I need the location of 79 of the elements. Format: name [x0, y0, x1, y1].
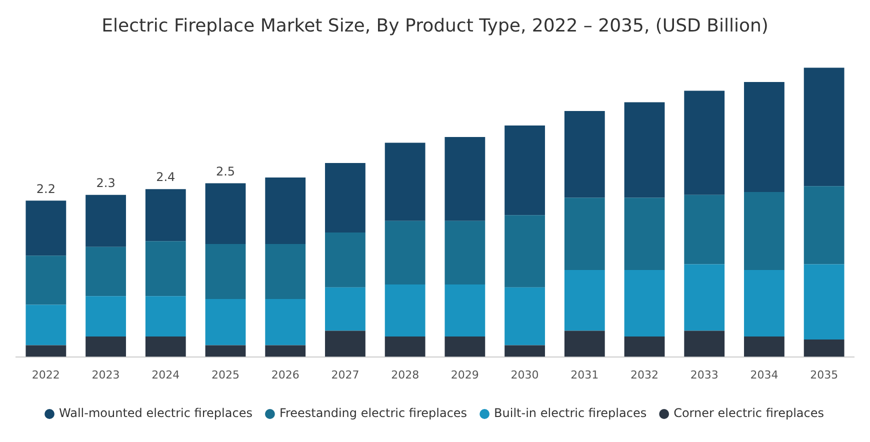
x-tick-label: 2031: [570, 368, 599, 382]
bar: [265, 177, 306, 244]
x-tick-label: 2024: [152, 368, 180, 382]
bar: [444, 220, 486, 284]
bar: [684, 194, 725, 264]
bar: [444, 137, 486, 221]
bar: [26, 200, 66, 256]
bar: [265, 244, 306, 299]
bar: [624, 336, 665, 357]
bar: [86, 194, 126, 247]
legend-label: Wall-mounted electric fireplaces: [59, 406, 252, 420]
x-tick-label: 2025: [212, 368, 240, 382]
bar: [444, 336, 486, 357]
bar: [384, 284, 426, 337]
bar: [804, 339, 844, 357]
x-tick-label: 2034: [750, 368, 778, 382]
bar: [624, 198, 665, 270]
x-tick-label: 2022: [32, 368, 60, 382]
bar: [86, 296, 126, 337]
bar: [744, 192, 784, 270]
bar: [564, 110, 605, 198]
bar: [205, 345, 246, 357]
bar: [564, 330, 605, 357]
chart-title: Electric Fireplace Market Size, By Product Type, 2022 – 2035, (USD Billion): [102, 15, 768, 36]
bar: [205, 183, 246, 244]
legend-label: Built-in electric fireplaces: [494, 406, 647, 420]
bar: [684, 330, 725, 357]
bar: [26, 345, 66, 357]
bar: [564, 270, 605, 331]
bar: [86, 336, 126, 357]
bar: [744, 82, 784, 192]
bar: [744, 270, 784, 337]
bar: [684, 90, 725, 195]
bar: [804, 68, 844, 186]
bar: [145, 296, 186, 337]
x-tick-label: 2026: [271, 368, 300, 382]
x-tick-label: 2028: [391, 368, 420, 382]
bar: [205, 298, 246, 346]
bar: [624, 102, 665, 198]
bar: [265, 298, 306, 346]
legend-label: Corner electric fireplaces: [674, 406, 824, 420]
legend-label: Freestanding electric fireplaces: [279, 406, 468, 420]
annotation: 2.4: [156, 170, 176, 184]
bar: [384, 142, 426, 221]
bar: [624, 270, 665, 337]
bar: [804, 264, 844, 340]
bar: [804, 186, 844, 264]
x-tick-label: 2029: [450, 368, 479, 382]
x-tick-label: 2030: [510, 368, 539, 382]
x-tick-label: 2027: [331, 368, 360, 382]
bar: [145, 336, 186, 357]
bar: [86, 246, 126, 296]
x-tick-label: 2033: [690, 368, 718, 382]
bar: [325, 330, 366, 357]
bar: [26, 304, 66, 346]
annotation: 2.2: [36, 182, 56, 196]
bar: [205, 244, 246, 299]
bar: [26, 256, 66, 305]
x-tick-label: 2032: [630, 368, 658, 382]
x-tick-label: 2035: [810, 368, 838, 382]
bar: [444, 284, 486, 337]
bar: [504, 125, 545, 216]
bar: [265, 345, 306, 357]
bar: [325, 232, 366, 288]
bar: [564, 198, 605, 270]
bar: [384, 220, 426, 284]
bar: [744, 336, 784, 357]
bar: [684, 264, 725, 331]
x-tick-label: 2023: [92, 368, 120, 382]
annotation: 2.3: [96, 176, 116, 190]
bar: [504, 287, 545, 346]
annotation: 2.5: [216, 164, 236, 178]
bar: [325, 163, 366, 232]
bar: [384, 336, 426, 357]
bar: [145, 241, 186, 296]
bar: [504, 215, 545, 288]
bar: [504, 345, 545, 357]
bar: [325, 287, 366, 331]
bar: [145, 189, 186, 242]
